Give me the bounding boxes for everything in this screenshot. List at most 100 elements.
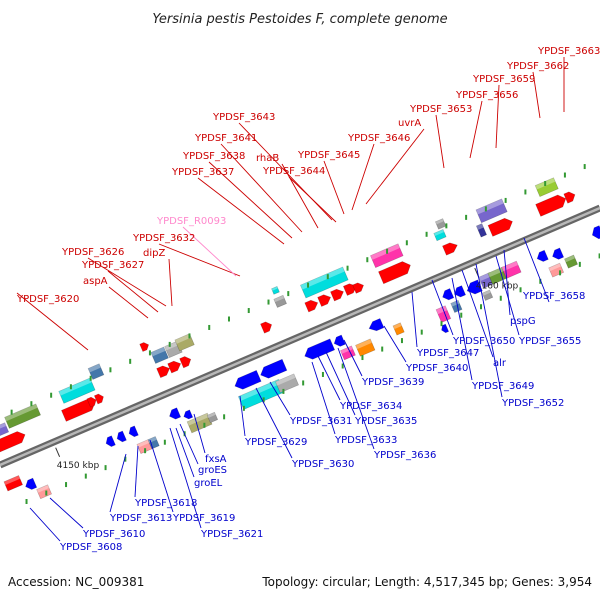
gene-feature[interactable] — [87, 363, 105, 380]
gene-label-reverse[interactable]: YPDSF_3635 — [354, 416, 417, 427]
gene-feature[interactable] — [475, 198, 508, 224]
gene-feature[interactable] — [271, 286, 280, 295]
gene-feature[interactable] — [275, 373, 299, 394]
gene-feature[interactable] — [332, 334, 346, 348]
gene-feature[interactable] — [465, 279, 483, 297]
gene-feature[interactable] — [304, 298, 320, 313]
gene-label-reverse[interactable]: pspG — [510, 316, 536, 327]
gene-label-reverse[interactable]: YPDSF_3613 — [109, 513, 172, 524]
gene-label-reverse[interactable]: YPDSF_3633 — [334, 435, 397, 446]
gene-feature[interactable] — [487, 216, 515, 237]
gene-label-reverse[interactable]: YPDSF_3655 — [518, 336, 581, 347]
gene-feature[interactable] — [104, 435, 116, 448]
gene-feature[interactable] — [475, 223, 487, 238]
gene-label-forward[interactable]: YPDSF_3637 — [171, 167, 234, 178]
gene-feature[interactable] — [302, 338, 336, 362]
gene-feature[interactable] — [352, 281, 366, 294]
gene-label-reverse[interactable]: YPDSF_3630 — [291, 459, 354, 470]
gene-label-forward[interactable]: dipZ — [143, 248, 165, 259]
gene-feature[interactable] — [367, 318, 385, 333]
gene-label-forward[interactable]: YPDSF_3620 — [16, 294, 79, 305]
gene-feature[interactable] — [355, 338, 376, 357]
gene-feature[interactable] — [433, 229, 447, 242]
gene-feature[interactable] — [535, 249, 549, 263]
gene-feature[interactable] — [0, 422, 10, 438]
gene-label-forward[interactable]: YPDSF_3662 — [506, 61, 569, 72]
gene-feature[interactable] — [452, 285, 466, 299]
gene-feature[interactable] — [273, 294, 287, 308]
gene-label-reverse[interactable]: YPDSF_3629 — [244, 437, 307, 448]
gene-feature[interactable] — [24, 477, 38, 491]
gene-feature[interactable] — [551, 247, 565, 261]
gene-feature[interactable] — [317, 293, 333, 307]
gene-label-forward[interactable]: YPDSF_3653 — [409, 104, 472, 115]
gene-label-forward[interactable]: YPDSF_3643 — [212, 112, 275, 123]
gene-feature[interactable] — [440, 323, 450, 334]
gene-label-forward[interactable]: YPDSF_3646 — [347, 133, 410, 144]
gene-label-forward[interactable]: YPDSF_3656 — [455, 90, 518, 101]
gene-feature[interactable] — [442, 240, 459, 256]
gene-label-reverse[interactable]: YPDSF_3608 — [59, 542, 122, 553]
gene-feature[interactable] — [206, 411, 219, 424]
gene-label-forward[interactable]: YPDSF_3641 — [194, 133, 257, 144]
gene-feature[interactable] — [548, 262, 565, 278]
gene-label-forward[interactable]: YPDSF_3659 — [472, 74, 535, 85]
gene-feature[interactable] — [564, 254, 578, 269]
gene-label-reverse[interactable]: groEL — [194, 478, 223, 489]
gene-feature[interactable] — [139, 341, 151, 352]
gene-feature[interactable] — [182, 409, 194, 421]
gene-label-reverse[interactable]: YPDSF_3636 — [373, 450, 436, 461]
gene-label-forward[interactable]: YPDSF_3638 — [182, 151, 245, 162]
gene-label-forward[interactable]: aspA — [83, 276, 108, 287]
gene-feature[interactable] — [150, 346, 169, 364]
gene-label-reverse[interactable]: YPDSF_3621 — [200, 529, 263, 540]
gene-feature[interactable] — [61, 397, 97, 422]
gene-feature[interactable] — [0, 429, 27, 453]
gene-label-reverse[interactable]: YPDSF_3634 — [339, 401, 402, 412]
gene-feature[interactable] — [481, 289, 494, 301]
gene-feature[interactable] — [434, 218, 447, 230]
gene-feature[interactable] — [167, 359, 183, 374]
gene-feature[interactable] — [186, 412, 213, 434]
gene-label-rna[interactable]: YPDSF_R0093 — [156, 216, 226, 227]
gene-label-reverse[interactable]: alr — [493, 358, 507, 369]
gene-label-reverse[interactable]: YPDSF_3618 — [134, 498, 197, 509]
gene-feature[interactable] — [450, 299, 463, 313]
gene-label-reverse[interactable]: groES — [198, 465, 227, 476]
gene-label-reverse[interactable]: YPDSF_3649 — [471, 381, 534, 392]
gene-label-forward[interactable]: YPDSF_3645 — [297, 150, 360, 161]
gene-feature[interactable] — [58, 377, 96, 404]
gene-feature[interactable] — [534, 177, 559, 198]
gene-feature[interactable] — [378, 259, 413, 285]
gene-feature[interactable] — [435, 305, 452, 323]
gene-label-forward[interactable]: YPDSF_3632 — [132, 233, 195, 244]
gene-label-forward[interactable]: YPDSF_3627 — [81, 260, 144, 271]
gene-feature[interactable] — [168, 407, 182, 421]
gene-label-forward[interactable]: rhaB — [256, 153, 279, 164]
gene-label-reverse[interactable]: YPDSF_3610 — [82, 529, 145, 540]
gene-feature[interactable] — [86, 396, 98, 408]
gene-feature[interactable] — [3, 475, 23, 492]
gene-feature[interactable] — [330, 287, 345, 302]
gene-label-reverse[interactable]: YPDSF_3619 — [172, 513, 235, 524]
gene-label-reverse[interactable]: YPDSF_3647 — [416, 348, 479, 359]
gene-feature[interactable] — [392, 322, 405, 336]
gene-feature[interactable] — [535, 193, 569, 217]
gene-feature[interactable] — [4, 403, 41, 429]
gene-feature[interactable] — [260, 320, 273, 334]
gene-feature[interactable] — [370, 243, 404, 268]
gene-label-forward[interactable]: YPDSF_3626 — [61, 247, 124, 258]
gene-feature[interactable] — [127, 425, 139, 438]
gene-label-forward[interactable]: uvrA — [398, 118, 421, 129]
gene-label-reverse[interactable]: YPDSF_3639 — [361, 377, 424, 388]
gene-label-reverse[interactable]: YPDSF_3652 — [501, 398, 564, 409]
gene-feature[interactable] — [156, 364, 172, 379]
gene-label-reverse[interactable]: YPDSF_3631 — [289, 416, 352, 427]
gene-label-reverse[interactable]: YPDSF_3640 — [405, 363, 468, 374]
gene-label-forward[interactable]: YPDSF_3644 — [262, 166, 325, 177]
gene-label-forward[interactable]: YPDSF_3663 — [537, 46, 600, 57]
gene-label-reverse[interactable]: fxsA — [205, 454, 227, 465]
gene-feature[interactable] — [233, 369, 262, 391]
gene-label-reverse[interactable]: YPDSF_3650 — [452, 336, 515, 347]
gene-feature[interactable] — [590, 225, 600, 241]
